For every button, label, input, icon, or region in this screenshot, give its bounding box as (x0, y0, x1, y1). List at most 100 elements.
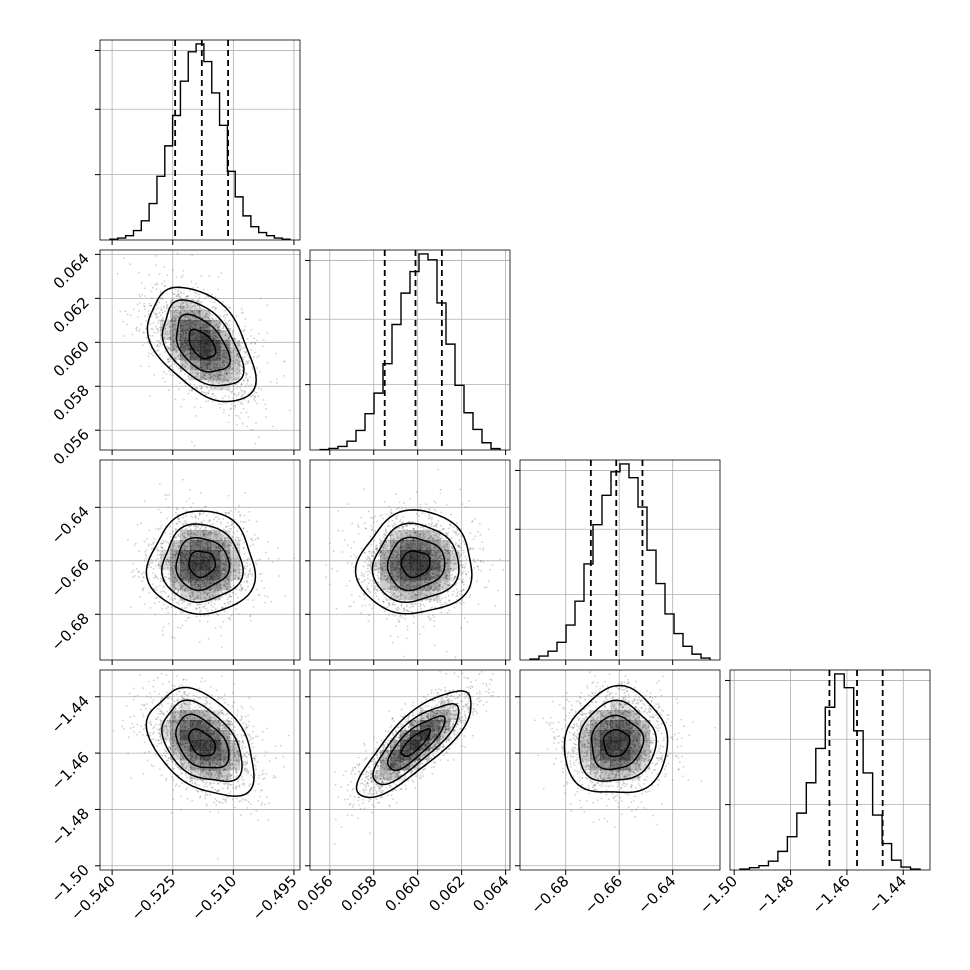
scatter-point (227, 494, 230, 497)
scatter-point (226, 355, 229, 358)
scatter-point (214, 296, 217, 299)
scatter-point (449, 523, 452, 525)
scatter-point (198, 293, 200, 296)
scatter-point (178, 333, 181, 336)
scatter-point (237, 393, 240, 396)
scatter-point (198, 377, 201, 380)
scatter-point (188, 602, 190, 605)
scatter-point (157, 321, 160, 324)
scatter-point (284, 360, 286, 363)
density-cell (170, 560, 181, 571)
scatter-point (232, 397, 235, 400)
scatter-point (143, 576, 145, 579)
scatter-point (219, 406, 222, 409)
scatter-point (143, 302, 146, 305)
scatter-point (159, 591, 162, 593)
scatter-point (214, 627, 217, 629)
scatter-point (152, 541, 155, 544)
scatter-point (175, 350, 178, 352)
scatter-point (166, 333, 169, 336)
scatter-point (116, 272, 119, 275)
scatter-point (135, 326, 138, 329)
scatter-point (138, 310, 140, 312)
scatter-point (196, 387, 199, 390)
scatter-point (346, 544, 349, 546)
scatter-point (223, 314, 226, 316)
scatter-point (186, 311, 189, 314)
scatter-point (367, 564, 369, 567)
scatter-point (171, 319, 174, 322)
scatter-point (357, 524, 359, 526)
scatter-point (205, 400, 207, 403)
scatter-point (151, 328, 154, 330)
scatter-point (155, 331, 158, 334)
scatter-point (409, 498, 411, 500)
scatter-point (434, 509, 437, 512)
scatter-point (187, 295, 189, 297)
scatter-point (154, 565, 157, 567)
scatter-point (198, 603, 201, 606)
scatter-point (217, 374, 220, 377)
scatter-point (209, 335, 212, 338)
scatter-point (240, 341, 243, 344)
scatter-point (186, 363, 189, 365)
scatter-point (212, 331, 215, 334)
scatter-point (211, 333, 214, 336)
scatter-point (172, 323, 175, 326)
scatter-point (189, 383, 192, 385)
scatter-point (419, 506, 422, 509)
scatter-point (172, 530, 174, 533)
scatter-point (222, 359, 225, 362)
scatter-point (177, 601, 180, 604)
scatter-point (161, 318, 164, 321)
scatter-point (217, 382, 220, 385)
scatter-point (195, 373, 198, 376)
scatter-point (159, 298, 162, 300)
scatter-point (234, 392, 236, 395)
scatter-point (202, 376, 205, 379)
scatter-point (231, 390, 234, 392)
scatter-point (243, 346, 246, 349)
scatter-point (183, 292, 185, 295)
scatter-point (220, 345, 223, 348)
scatter-point (262, 345, 264, 348)
scatter-point (164, 494, 167, 496)
scatter-point (462, 540, 465, 543)
scatter-point (150, 352, 153, 355)
scatter-point (237, 391, 240, 394)
scatter-point (254, 400, 257, 402)
scatter-point (432, 614, 434, 617)
scatter-point (159, 290, 162, 292)
scatter-point (234, 406, 237, 408)
scatter-point (191, 388, 193, 391)
scatter-point (214, 367, 217, 369)
scatter-point (160, 326, 163, 329)
scatter-point (251, 366, 254, 368)
scatter-point (250, 384, 253, 387)
density-cell (170, 350, 181, 361)
scatter-point (218, 364, 221, 367)
scatter-point (289, 409, 291, 412)
scatter-point (200, 308, 203, 311)
scatter-point (428, 523, 430, 525)
scatter-point (398, 520, 401, 523)
scatter-point (218, 321, 221, 324)
scatter-point (141, 580, 144, 583)
scatter-point (193, 444, 196, 447)
scatter-point (149, 561, 151, 564)
scatter-point (183, 308, 185, 310)
scatter-point (159, 577, 162, 580)
scatter-point (227, 617, 230, 620)
scatter-point (224, 379, 227, 382)
scatter-point (393, 522, 396, 525)
scatter-point (175, 276, 178, 278)
scatter-point (209, 373, 211, 376)
scatter-point (258, 371, 261, 373)
scatter-point (245, 376, 247, 379)
scatter-point (220, 331, 223, 333)
scatter-point (209, 369, 212, 372)
scatter-point (230, 528, 233, 530)
scatter-point (220, 522, 223, 525)
scatter-point (412, 621, 415, 624)
scatter-point (222, 361, 225, 364)
